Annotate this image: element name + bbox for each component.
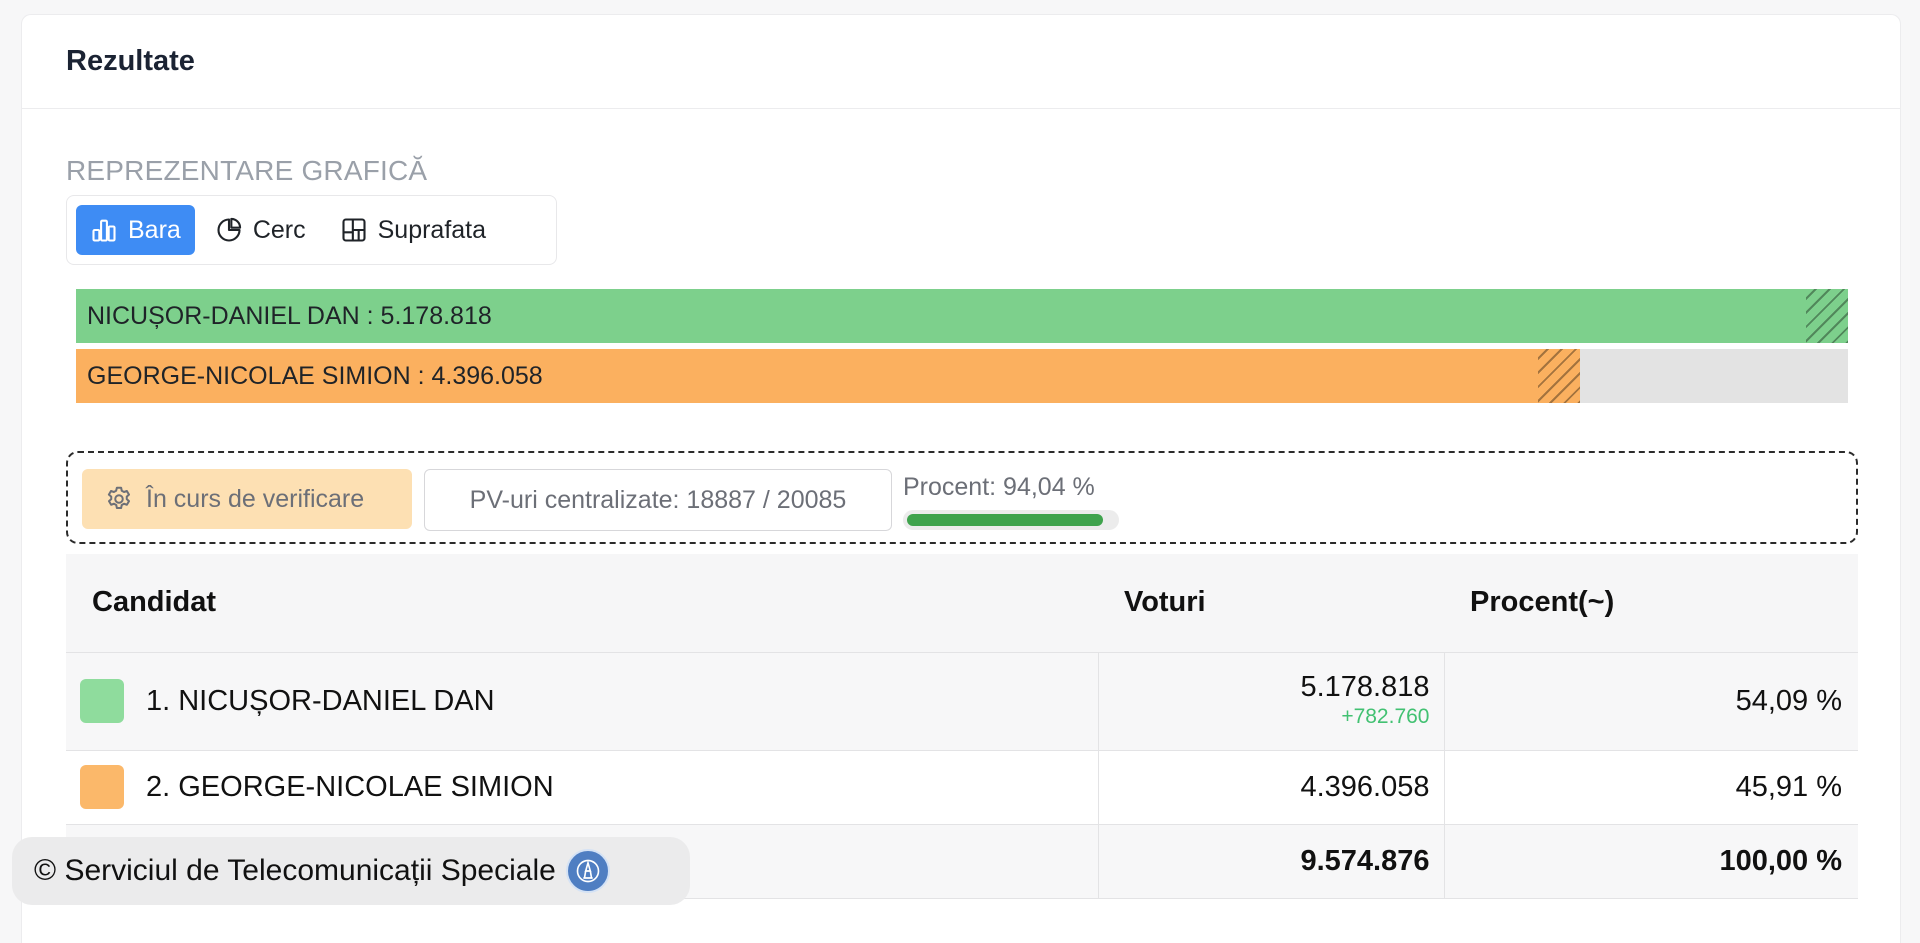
progress-fill [907, 514, 1103, 526]
bar-track-1: NICUȘOR-DANIEL DAN : 5.178.818 [76, 289, 1848, 343]
treemap-view-label: Suprafata [377, 215, 487, 244]
votes-cell: 4.396.058 [1098, 749, 1445, 824]
footer-text: © Serviciul de Telecomunicații Speciale [34, 854, 556, 887]
bar-view-button[interactable]: Bara [76, 205, 195, 255]
table-header-row: Candidat Voturi Procent(~) [66, 554, 1858, 652]
total-percent: 100,00 % [1444, 823, 1858, 899]
gear-icon [107, 486, 130, 509]
pie-view-label: Cerc [252, 215, 306, 244]
votes-delta: +782.760 [1341, 705, 1430, 729]
bar-view-label: Bara [128, 215, 181, 244]
candidate-color-swatch [80, 765, 124, 809]
status-badge-label: În curs de verificare [146, 484, 365, 513]
table-row: 1. NICUȘOR-DANIEL DAN 5.178.818 +782.760… [66, 651, 1858, 750]
percent-cell: 54,09 % [1444, 651, 1858, 750]
bar-candidate-2[interactable] [76, 349, 1580, 403]
pie-view-button[interactable]: Cerc [201, 205, 320, 255]
header-votes[interactable]: Voturi [1098, 554, 1444, 652]
treemap-view-button[interactable]: Suprafata [326, 205, 500, 255]
section-label: REPREZENTARE GRAFICĂ [66, 155, 428, 186]
page-title: Rezultate [66, 45, 195, 77]
votes-cell: 5.178.818 +782.760 [1098, 651, 1445, 750]
chart-type-selector: Bara Cerc Suprafata [66, 195, 557, 265]
table-row: 2. GEORGE-NICOLAE SIMION 4.396.058 45,91… [66, 749, 1858, 824]
percent-cell: 45,91 % [1444, 749, 1858, 824]
bar-hatch-2 [1538, 349, 1580, 403]
bar-track-2: GEORGE-NICOLAE SIMION : 4.396.058 [76, 349, 1848, 403]
total-votes: 9.574.876 [1098, 823, 1445, 899]
pie-chart-icon [217, 217, 241, 242]
sts-logo-icon [565, 849, 610, 893]
candidate-color-swatch [80, 679, 124, 723]
candidate-cell: 1. NICUȘOR-DANIEL DAN [66, 651, 1099, 750]
candidate-cell: 2. GEORGE-NICOLAE SIMION [66, 749, 1099, 824]
votes-value: 5.178.818 [1300, 671, 1430, 704]
bar-candidate-1[interactable] [76, 289, 1848, 343]
pv-count-box: PV-uri centralizate: 18887 / 20085 [424, 469, 892, 531]
progress-bar [903, 510, 1119, 530]
treemap-icon [342, 218, 366, 242]
header-percent[interactable]: Procent(~) [1444, 554, 1858, 652]
bar-hatch-1 [1806, 289, 1848, 343]
bar-label-1: NICUȘOR-DANIEL DAN : 5.178.818 [87, 301, 492, 330]
results-card: Rezultate REPREZENTARE GRAFICĂ Bara Cerc… [21, 14, 1901, 943]
status-badge: În curs de verificare [82, 469, 412, 529]
bar-label-2: GEORGE-NICOLAE SIMION : 4.396.058 [87, 361, 543, 390]
header-candidate[interactable]: Candidat [66, 554, 1098, 652]
card-header: Rezultate [22, 15, 1900, 109]
candidate-name: 2. GEORGE-NICOLAE SIMION [146, 770, 554, 803]
bar-chart-icon [92, 219, 116, 242]
footer-credit[interactable]: © Serviciul de Telecomunicații Speciale [12, 837, 690, 905]
progress-label: Procent: 94,04 % [903, 473, 1095, 501]
candidate-name: 1. NICUȘOR-DANIEL DAN [146, 684, 495, 717]
counting-status-panel: În curs de verificare PV-uri centralizat… [66, 451, 1858, 544]
